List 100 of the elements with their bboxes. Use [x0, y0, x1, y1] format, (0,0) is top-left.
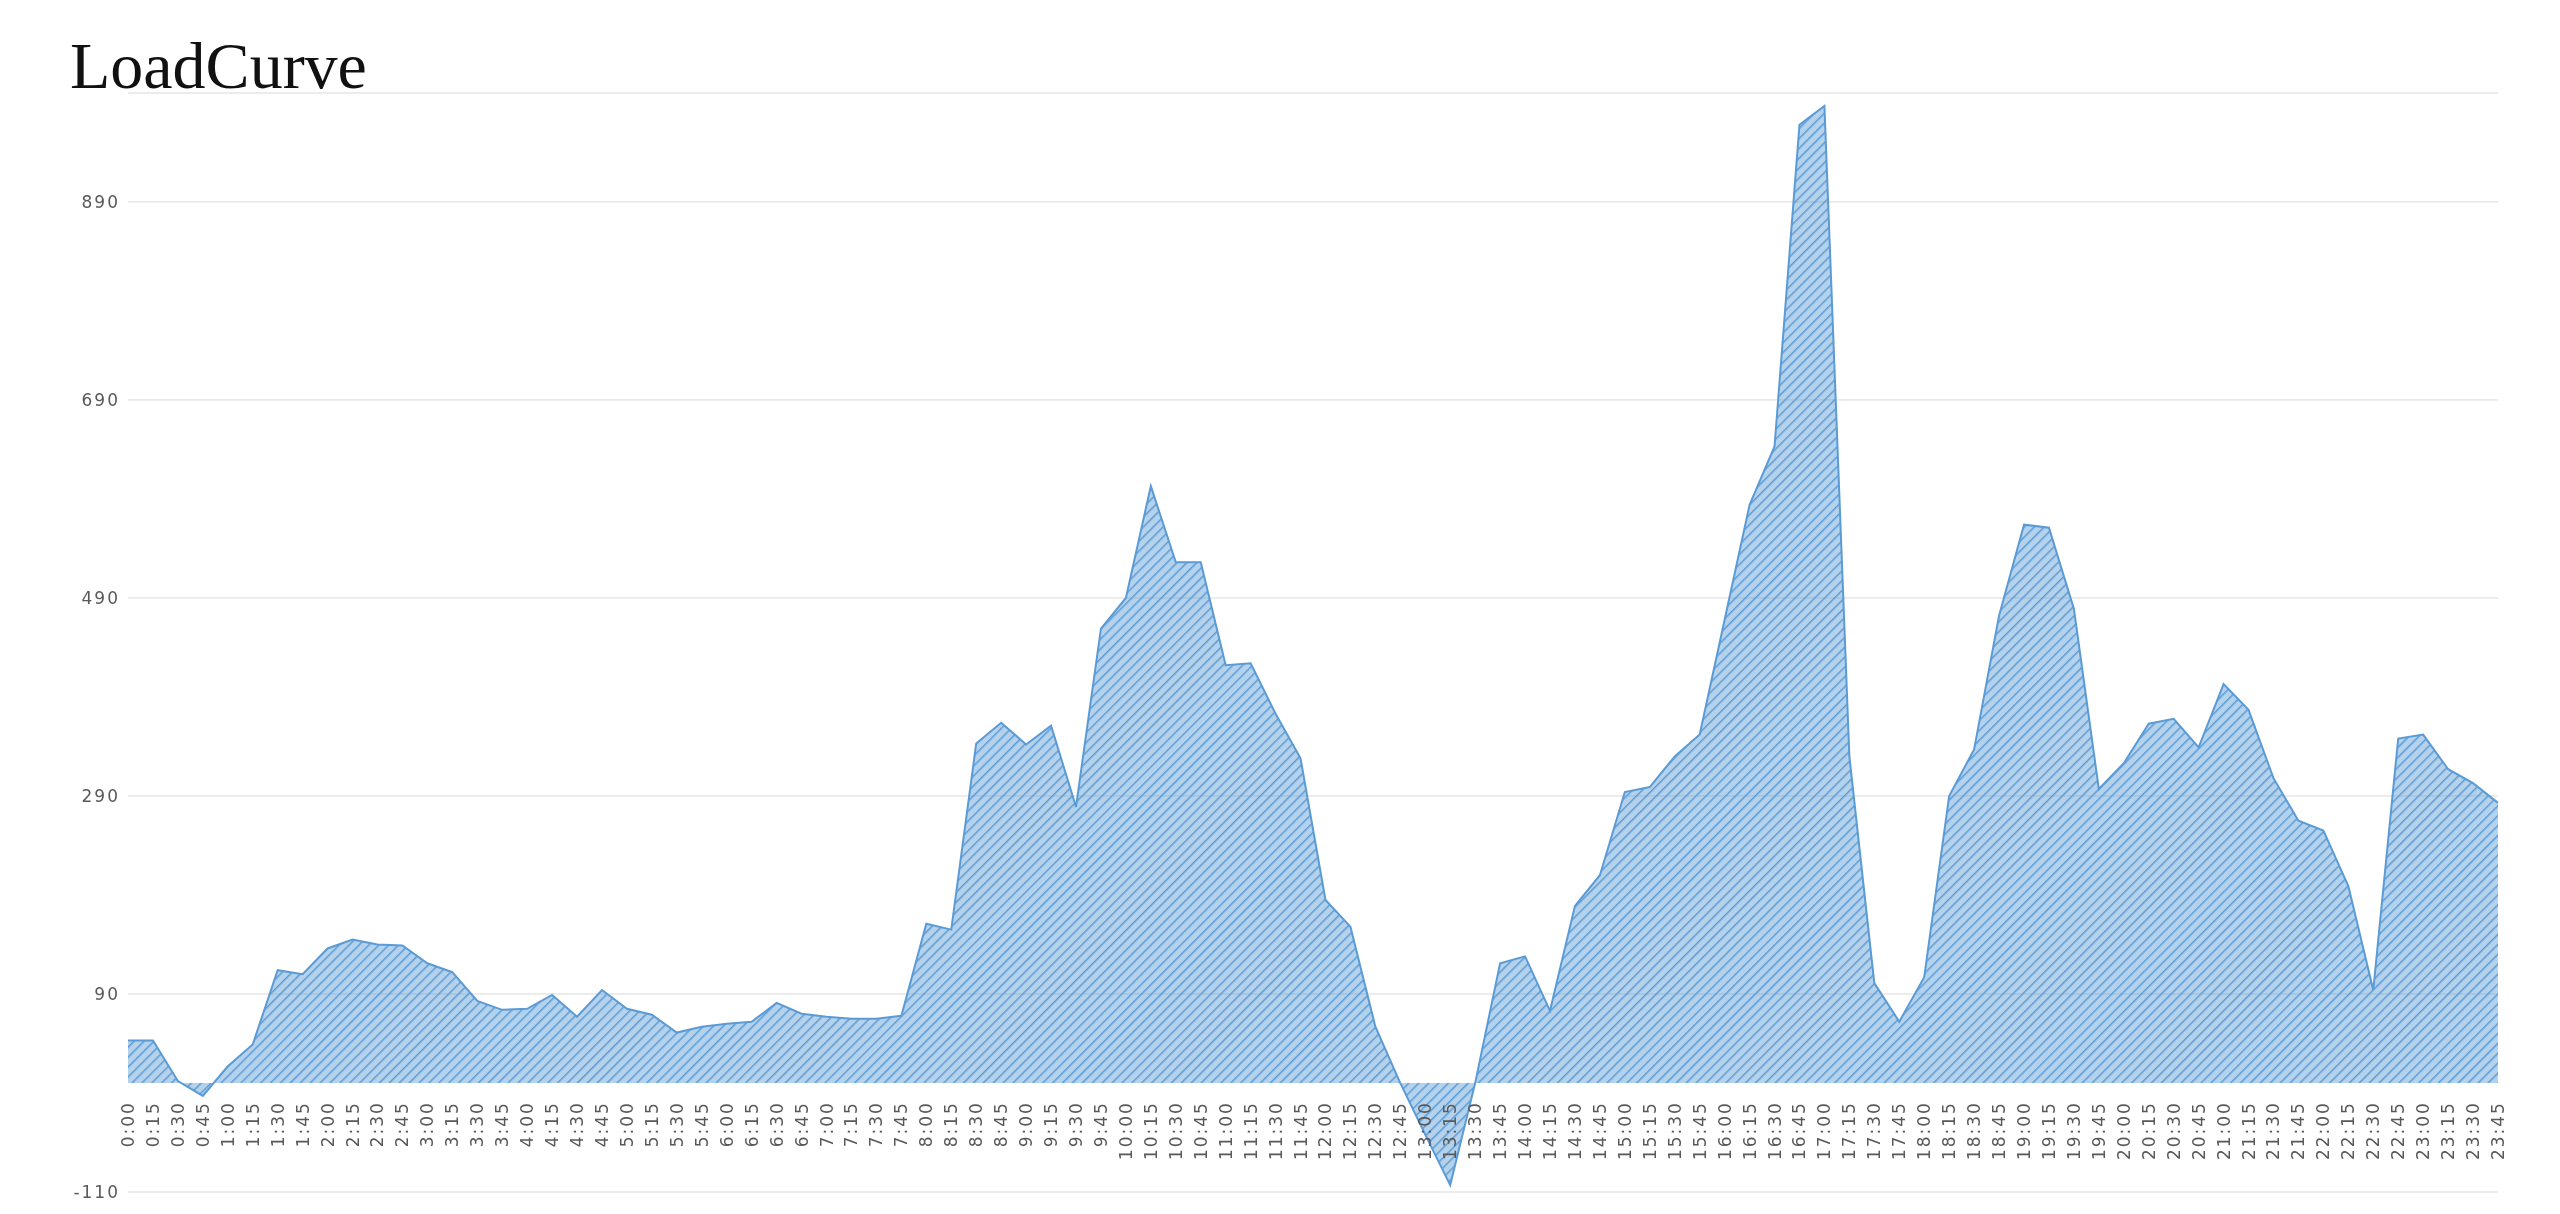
x-tick-label: 22:00 — [2313, 1101, 2334, 1161]
x-tick-label: 3:15 — [442, 1101, 463, 1148]
x-tick-label: 10:30 — [1165, 1101, 1186, 1161]
x-tick-label: 17:00 — [1814, 1101, 1835, 1161]
x-tick-label: 17:15 — [1839, 1101, 1860, 1161]
chart-title: LoadCurve — [70, 28, 367, 104]
x-tick-label: 11:30 — [1265, 1101, 1286, 1161]
x-tick-label: 7:00 — [816, 1101, 837, 1148]
x-tick-label: 4:30 — [567, 1101, 588, 1148]
x-tick-label: 15:30 — [1664, 1101, 1685, 1161]
x-tick-label: 18:30 — [1964, 1101, 1985, 1161]
x-tick-label: 9:45 — [1090, 1101, 1111, 1148]
x-tick-label: 1:15 — [242, 1101, 263, 1148]
x-tick-label: 23:30 — [2463, 1101, 2484, 1161]
x-tick-label: 23:00 — [2413, 1101, 2434, 1161]
x-tick-label: 18:00 — [1914, 1101, 1935, 1161]
x-tick-label: 19:30 — [2063, 1101, 2084, 1161]
y-tick-label: 490 — [81, 587, 120, 608]
x-tick-label: 4:00 — [517, 1101, 538, 1148]
x-tick-label: 19:45 — [2088, 1101, 2109, 1161]
x-tick-label: 9:30 — [1066, 1101, 1086, 1148]
x-tick-label: 6:15 — [741, 1101, 762, 1148]
x-tick-label: 0:15 — [142, 1101, 163, 1148]
x-tick-label: 14:15 — [1540, 1101, 1560, 1161]
x-tick-label: 12:00 — [1315, 1101, 1336, 1161]
x-tick-label: 20:45 — [2188, 1101, 2209, 1161]
x-tick-label: 2:30 — [367, 1101, 388, 1148]
x-tick-label: 16:45 — [1789, 1101, 1810, 1161]
x-tick-label: 23:45 — [2488, 1101, 2508, 1161]
x-tick-label: 22:30 — [2363, 1101, 2384, 1161]
x-tick-label: 19:00 — [2014, 1101, 2034, 1161]
x-tick-label: 6:00 — [716, 1101, 737, 1148]
x-tick-label: 17:30 — [1864, 1101, 1885, 1161]
x-tick-label: 8:00 — [916, 1101, 937, 1148]
x-tick-label: 12:15 — [1340, 1101, 1361, 1161]
x-tick-label: 13:45 — [1490, 1101, 1511, 1161]
x-tick-label: 2:45 — [392, 1101, 413, 1148]
x-tick-label: 8:45 — [991, 1101, 1012, 1148]
x-tick-label: 15:45 — [1689, 1101, 1710, 1161]
x-tick-label: 14:30 — [1564, 1101, 1585, 1161]
x-tick-label: 5:00 — [616, 1101, 637, 1148]
x-tick-label: 3:30 — [467, 1101, 488, 1148]
x-tick-label: 21:00 — [2213, 1101, 2234, 1161]
x-tick-label: 18:45 — [1989, 1101, 2010, 1161]
x-tick-label: 21:45 — [2288, 1101, 2309, 1161]
x-tick-label: 1:30 — [267, 1101, 288, 1148]
x-tick-label: 5:15 — [641, 1101, 662, 1148]
x-tick-label: 12:45 — [1390, 1101, 1411, 1161]
x-tick-label: 6:45 — [791, 1101, 812, 1148]
x-tick-label: 3:00 — [417, 1101, 438, 1148]
x-tick-label: 16:00 — [1714, 1101, 1735, 1161]
x-tick-label: 10:45 — [1190, 1101, 1211, 1161]
x-tick-label: 0:30 — [167, 1101, 188, 1148]
x-tick-label: 14:45 — [1589, 1101, 1610, 1161]
x-tick-label: 2:15 — [342, 1101, 363, 1148]
x-tick-label: 9:15 — [1041, 1101, 1062, 1148]
y-tick-label: -110 — [73, 1182, 120, 1203]
x-tick-label: 5:30 — [666, 1101, 687, 1148]
x-tick-label: 8:30 — [966, 1101, 987, 1148]
x-tick-label: 13:30 — [1465, 1101, 1486, 1161]
x-tick-label: 13:15 — [1440, 1101, 1461, 1161]
x-tick-label: 17:45 — [1889, 1101, 1910, 1161]
x-tick-label: 0:00 — [118, 1101, 138, 1148]
x-tick-label: 5:45 — [691, 1101, 712, 1148]
x-tick-label: 10:00 — [1115, 1101, 1136, 1161]
x-tick-label: 1:45 — [292, 1101, 313, 1148]
y-tick-label: 290 — [81, 786, 120, 806]
x-tick-label: 21:30 — [2263, 1101, 2284, 1161]
x-tick-label: 20:15 — [2138, 1101, 2159, 1161]
x-tick-label: 2:00 — [317, 1101, 338, 1148]
x-tick-label: 19:15 — [2038, 1101, 2059, 1161]
x-tick-label: 1:00 — [217, 1101, 238, 1148]
x-tick-label: 15:00 — [1614, 1101, 1635, 1161]
x-tick-label: 13:00 — [1415, 1101, 1436, 1161]
x-tick-label: 7:45 — [891, 1101, 912, 1148]
x-tick-label: 8:15 — [941, 1101, 962, 1148]
x-tick-label: 22:45 — [2388, 1101, 2409, 1161]
x-tick-label: 4:15 — [542, 1101, 563, 1148]
x-tick-label: 0:45 — [192, 1101, 213, 1148]
x-tick-label: 14:00 — [1515, 1101, 1536, 1161]
y-tick-label: 690 — [81, 389, 120, 410]
x-tick-label: 16:30 — [1764, 1101, 1785, 1161]
x-tick-label: 16:15 — [1739, 1101, 1760, 1161]
x-tick-label: 22:15 — [2338, 1101, 2359, 1161]
x-tick-label: 7:15 — [841, 1101, 862, 1148]
x-tick-label: 10:15 — [1140, 1101, 1161, 1161]
x-tick-label: 12:30 — [1365, 1101, 1386, 1161]
y-tick-label: 90 — [94, 984, 120, 1005]
x-tick-label: 23:15 — [2438, 1101, 2459, 1161]
x-tick-label: 21:15 — [2238, 1101, 2259, 1161]
x-tick-label: 11:45 — [1290, 1101, 1311, 1161]
x-tick-label: 9:00 — [1016, 1101, 1037, 1148]
x-tick-label: 11:00 — [1215, 1101, 1236, 1161]
x-tick-label: 18:15 — [1939, 1101, 1960, 1161]
x-tick-label: 11:15 — [1240, 1101, 1261, 1161]
x-tick-label: 3:45 — [492, 1101, 513, 1148]
x-tick-label: 6:30 — [766, 1101, 787, 1148]
x-tick-label: 7:30 — [866, 1101, 887, 1148]
x-tick-label: 20:00 — [2113, 1101, 2134, 1161]
x-tick-label: 15:15 — [1639, 1101, 1660, 1161]
